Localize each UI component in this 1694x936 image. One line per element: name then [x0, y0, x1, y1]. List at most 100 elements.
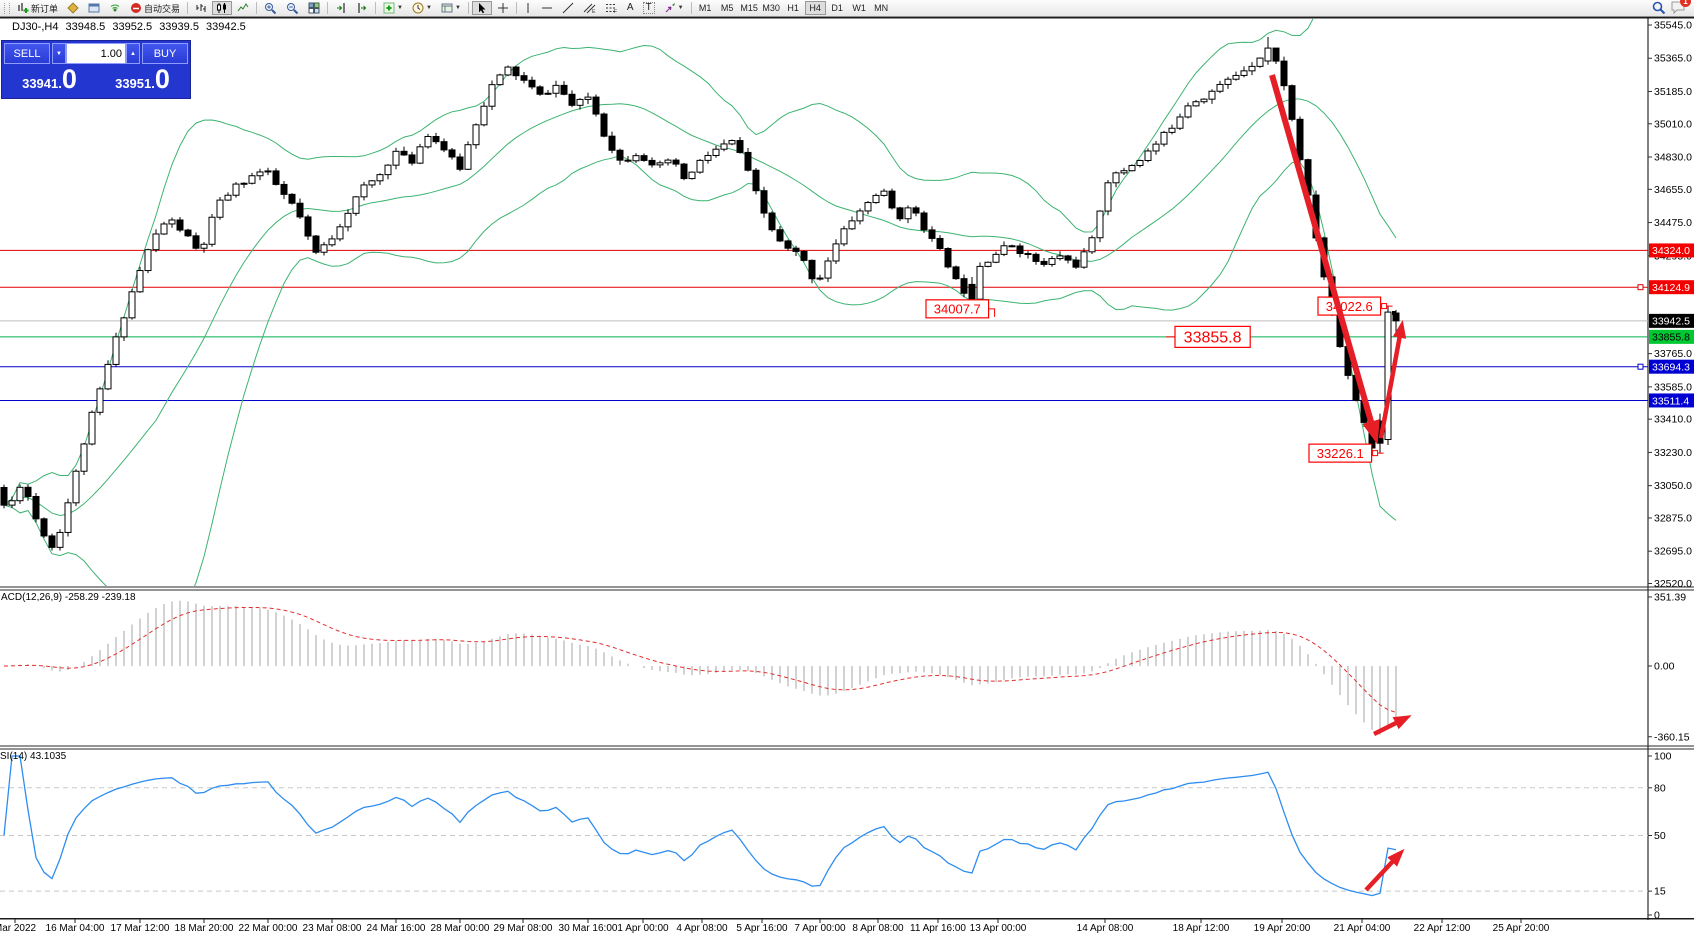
trend-arrow[interactable] — [1364, 848, 1405, 892]
candle-body — [520, 75, 528, 81]
ohlc-open: 33948.5 — [65, 21, 106, 33]
cursor-tool-button[interactable] — [471, 1, 492, 15]
templates-button[interactable]: ▼ — [437, 1, 465, 15]
candle-body — [600, 113, 608, 137]
time-axis-border — [0, 918, 1694, 920]
candle-body — [232, 183, 240, 196]
zoom-in-button[interactable] — [260, 1, 281, 15]
price-axis-badge — [1649, 313, 1694, 328]
candle-body — [896, 207, 904, 220]
timeframe-m30-button[interactable]: M30 — [762, 3, 780, 13]
periods-button[interactable]: ▼ — [408, 1, 436, 15]
trend-arrow[interactable] — [1372, 715, 1412, 737]
bollinger-middle-band — [3, 98, 1397, 517]
tile-windows-button[interactable] — [304, 1, 324, 15]
crosshair-tool-button[interactable] — [493, 1, 513, 15]
new-order-button[interactable]: 新订单 — [13, 1, 62, 15]
profiles-button[interactable] — [63, 1, 83, 15]
text-label-tool-button[interactable]: T — [639, 1, 659, 15]
chart-shift-button[interactable] — [352, 1, 372, 15]
vertical-line-tool-button[interactable] — [520, 1, 536, 15]
candle-body — [1240, 70, 1248, 76]
price-tick-label: 35545.0 — [1654, 20, 1692, 32]
annotation-label[interactable]: 34022.6 — [1326, 299, 1373, 314]
fibonacci-tool-button[interactable]: F — [601, 1, 622, 15]
volume-input[interactable] — [66, 43, 126, 64]
timeframe-m15-button[interactable]: M15 — [740, 3, 758, 13]
zoom-out-button[interactable] — [282, 1, 303, 15]
candle-chart-button[interactable] — [212, 1, 233, 15]
candle-body — [184, 229, 192, 237]
candle-body — [1216, 83, 1224, 92]
trend-arrow[interactable] — [1378, 319, 1407, 439]
annotation-label[interactable]: 34007.7 — [934, 302, 981, 317]
indicator-plus-icon — [383, 2, 395, 14]
sell-price: 33941. 0 — [4, 66, 95, 96]
candle-body — [440, 141, 448, 151]
price-tick-label: 32875.0 — [1654, 512, 1692, 524]
arrows-tool-button[interactable]: ▼ — [660, 1, 688, 15]
price-tick-label: 32520.0 — [1654, 578, 1692, 590]
time-tick-label: 18 Mar 20:00 — [175, 923, 234, 934]
candle-body — [40, 518, 48, 537]
timeframe-w1-button[interactable]: W1 — [849, 1, 870, 15]
candle-body — [496, 74, 504, 86]
candle-body — [168, 219, 176, 225]
line-handle-marker[interactable] — [1637, 363, 1644, 370]
candle-body — [152, 233, 160, 251]
candle-body — [80, 443, 88, 472]
timeframe-m5-button[interactable]: M5 — [717, 1, 738, 15]
buy-button[interactable]: BUY — [142, 43, 188, 64]
timeframe-d1-button[interactable]: D1 — [827, 1, 848, 15]
horizontal-line-tool-button[interactable] — [537, 1, 557, 15]
auto-scroll-button[interactable] — [331, 1, 351, 15]
candle-body — [96, 388, 104, 413]
chevron-down-icon: ▼ — [454, 5, 461, 11]
candle-body — [1256, 57, 1264, 67]
search-button[interactable] — [1648, 1, 1670, 15]
annotation-box[interactable] — [1308, 443, 1373, 463]
timeframe-h1-button[interactable]: H1 — [783, 1, 804, 15]
toolbar-separator — [187, 2, 189, 14]
candle-body — [112, 336, 120, 365]
line-handle-marker[interactable] — [1637, 284, 1644, 291]
signal-button[interactable] — [105, 1, 125, 15]
volume-decrease-button[interactable]: ▼ — [52, 43, 66, 64]
text-tool-button[interactable]: A — [623, 1, 638, 15]
candle-body — [880, 190, 888, 196]
notifications-button[interactable]: 1 — [1671, 0, 1691, 16]
volume-increase-button[interactable]: ▲ — [126, 43, 140, 64]
candle-body — [1104, 182, 1112, 212]
equidistant-channel-tool-button[interactable]: E — [579, 1, 600, 15]
time-tick-label: Mar 2022 — [0, 923, 37, 934]
toolbar-grip[interactable] — [4, 2, 10, 14]
time-tick-label: 22 Apr 12:00 — [1414, 923, 1471, 934]
annotation-label[interactable]: 33855.8 — [1184, 330, 1242, 347]
indicators-button[interactable]: ▼ — [379, 1, 407, 15]
autotrade-button[interactable]: 自动交易 — [126, 1, 184, 15]
timeframe-m1-button[interactable]: M1 — [695, 1, 716, 15]
annotation-anchor-marker — [1381, 303, 1388, 310]
annotation-label[interactable]: 33226.1 — [1317, 446, 1364, 461]
price-tick-label: 34475.0 — [1654, 217, 1692, 229]
candle-body — [696, 159, 704, 173]
trendline-tool-button[interactable] — [558, 1, 578, 15]
fibonacci-icon: F — [605, 2, 618, 14]
candle-body — [632, 155, 640, 162]
candle-body — [1264, 47, 1272, 62]
candle-body — [216, 199, 224, 218]
bar-chart-icon — [195, 2, 207, 14]
timeframe-h4-button[interactable]: H4 — [804, 1, 826, 15]
candle-body — [1008, 245, 1016, 248]
candle-body — [528, 79, 536, 88]
market-watch-button[interactable] — [84, 1, 104, 15]
bar-chart-button[interactable] — [191, 1, 211, 15]
trend-arrow[interactable] — [1269, 74, 1380, 445]
candle-body — [400, 150, 408, 156]
timeframe-mn-button[interactable]: MN — [871, 1, 892, 15]
sell-button[interactable]: SELL — [4, 43, 50, 64]
price-tick-label: 33410.0 — [1654, 414, 1692, 426]
line-chart-button[interactable] — [233, 1, 253, 15]
price-axis-badge-label: 34124.9 — [1652, 282, 1690, 294]
macd-tick-label: 351.39 — [1654, 591, 1686, 603]
